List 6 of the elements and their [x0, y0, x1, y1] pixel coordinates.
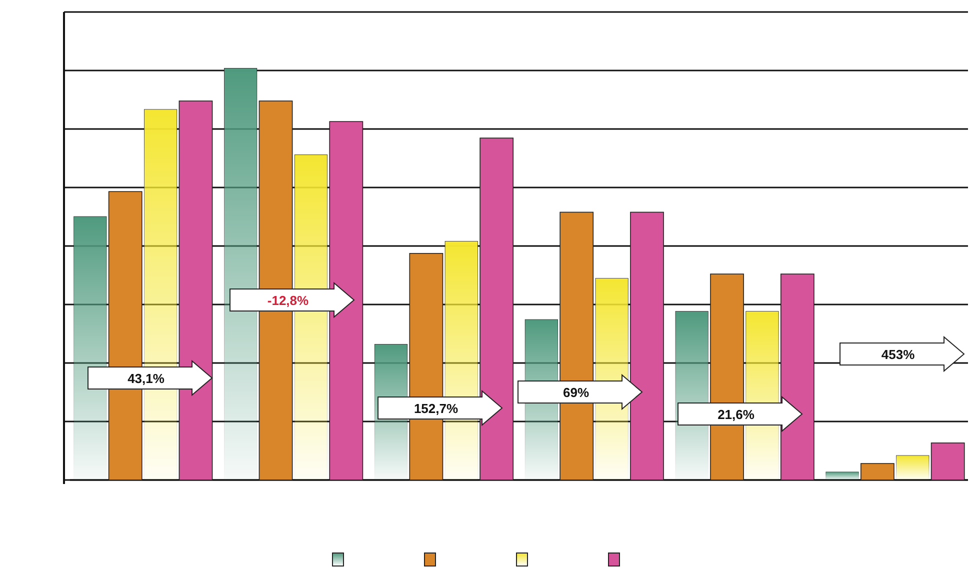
annotation: 152,7%: [414, 401, 458, 416]
annotation: 453%: [881, 347, 916, 362]
annotation: 69%: [562, 385, 590, 400]
annotation: 43,1%: [128, 371, 165, 386]
annotation: -12,8%: [267, 293, 310, 308]
annotation: 21,6%: [718, 407, 755, 422]
